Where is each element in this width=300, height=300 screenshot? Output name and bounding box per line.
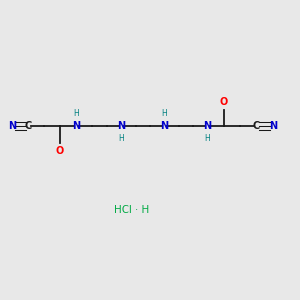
- Text: HCl · H: HCl · H: [114, 205, 150, 215]
- Text: N: N: [160, 121, 169, 131]
- Text: H: H: [118, 134, 124, 143]
- Text: N: N: [8, 121, 16, 131]
- Text: H: H: [205, 134, 211, 143]
- Text: O: O: [219, 97, 228, 107]
- Text: N: N: [203, 121, 212, 131]
- Text: N: N: [269, 121, 277, 131]
- Text: N: N: [117, 121, 126, 131]
- Text: H: H: [74, 109, 80, 118]
- Text: O: O: [56, 146, 64, 156]
- Text: H: H: [161, 109, 167, 118]
- Text: C: C: [25, 121, 32, 131]
- Text: N: N: [72, 121, 81, 131]
- Text: C: C: [253, 121, 260, 131]
